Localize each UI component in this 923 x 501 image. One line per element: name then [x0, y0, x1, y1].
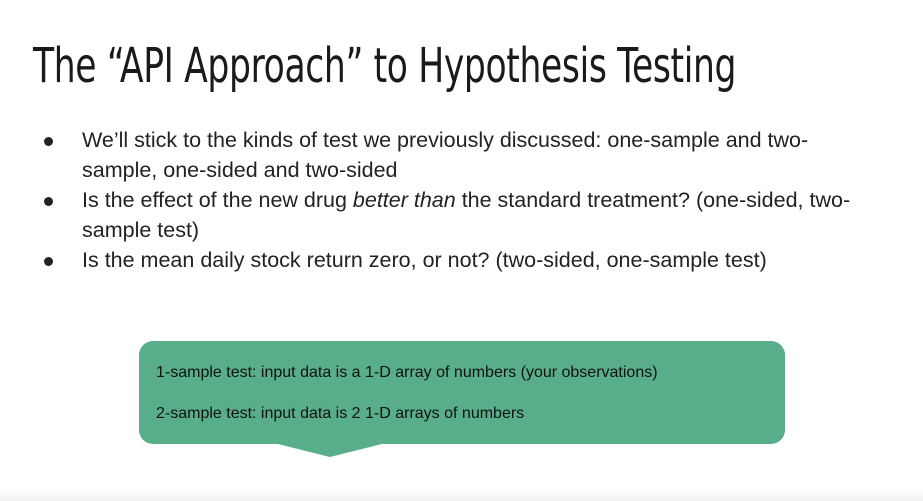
slide-title: The “API Approach” to Hypothesis Testing — [33, 38, 737, 94]
bullet-text: Is the mean daily stock return zero, or … — [82, 248, 767, 272]
bullet-text-continued: the standard treatment? (one-sided, two-… — [82, 188, 851, 242]
bullet-dot-icon — [44, 197, 53, 206]
callout-tail — [270, 442, 390, 457]
bullet-item: We’ll stick to the kinds of test we prev… — [42, 125, 882, 185]
bullet-item: Is the mean daily stock return zero, or … — [42, 245, 882, 275]
callout-box: 1-sample test: input data is a 1-D array… — [139, 341, 785, 444]
bullet-dot-icon — [44, 137, 53, 146]
bullet-dot-icon — [44, 257, 53, 266]
callout-line-one-sample: 1-sample test: input data is a 1-D array… — [156, 364, 658, 381]
bullet-emphasis: better than — [352, 188, 456, 212]
bullet-list: We’ll stick to the kinds of test we prev… — [42, 125, 882, 275]
callout-line-two-sample: 2-sample test: input data is 2 1-D array… — [156, 405, 525, 422]
bullet-text: We’ll stick to the kinds of test we prev… — [82, 128, 809, 182]
slide-bottom-edge — [0, 488, 923, 501]
bullet-text: Is the effect of the new drug — [82, 188, 353, 212]
bullet-item: Is the effect of the new drug better tha… — [42, 185, 882, 245]
